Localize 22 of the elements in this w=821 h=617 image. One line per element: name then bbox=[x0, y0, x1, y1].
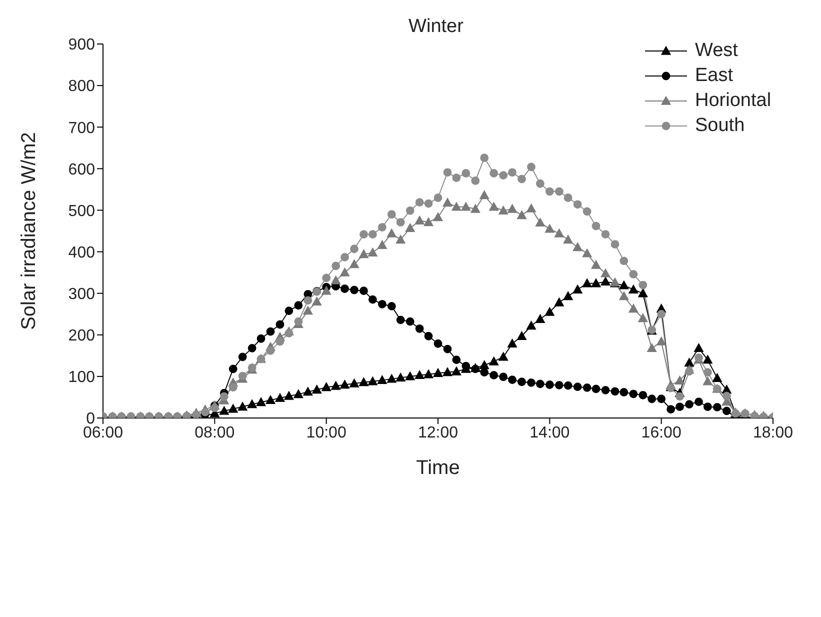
y-tick-label: 900 bbox=[68, 36, 96, 54]
y-tick-label: 800 bbox=[68, 78, 96, 96]
x-tick-label: 10:00 bbox=[306, 424, 346, 442]
x-tick-label: 12:00 bbox=[418, 424, 458, 442]
x-tick-label: 18:00 bbox=[752, 424, 794, 442]
y-tick-label: 200 bbox=[68, 328, 96, 345]
x-tick-label: 08:00 bbox=[194, 424, 235, 442]
chart-title: Winter bbox=[408, 16, 464, 37]
x-axis-title: Time bbox=[416, 457, 460, 479]
y-tick-label: 300 bbox=[68, 286, 96, 304]
legend-label: Horiontal bbox=[695, 90, 772, 112]
y-axis-title: Solar irradiance W/m2 bbox=[18, 132, 40, 330]
x-tick-label: 14:00 bbox=[530, 424, 570, 442]
y-tick-label: 600 bbox=[68, 161, 96, 178]
y-tick-label: 100 bbox=[68, 369, 96, 386]
y-tick-label: 700 bbox=[68, 120, 96, 137]
legend-label: South bbox=[695, 114, 745, 136]
legend-label: West bbox=[695, 40, 738, 62]
x-tick-label: 16:00 bbox=[641, 424, 682, 442]
y-tick-label: 500 bbox=[68, 202, 96, 220]
y-tick-label: 400 bbox=[68, 244, 96, 262]
legend-label: East bbox=[695, 64, 734, 86]
